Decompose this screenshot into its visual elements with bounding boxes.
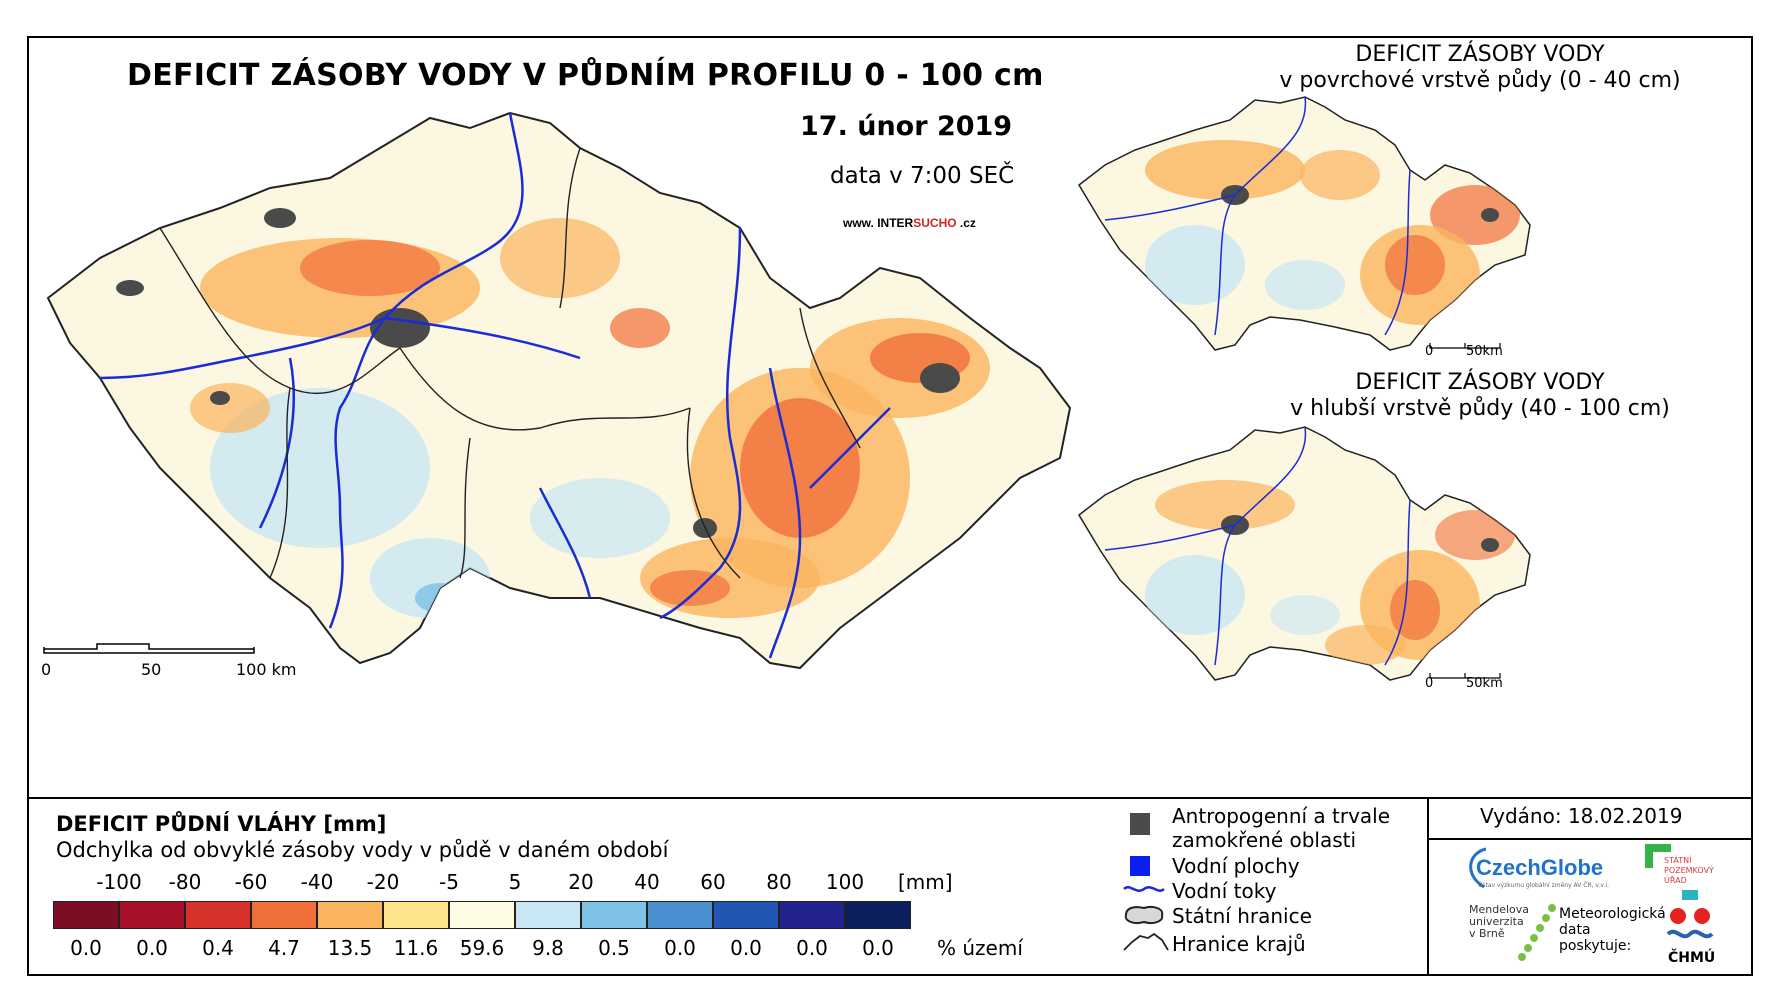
river-symbol — [1123, 886, 1165, 892]
legend-percentage: 0.0 — [730, 936, 762, 960]
map-frame — [27, 36, 1753, 976]
legend-color-swatch — [383, 901, 449, 929]
inset-top-title-1: DEFICIT ZÁSOBY VODY — [1355, 42, 1605, 67]
legend-break-label: -100 — [96, 870, 142, 894]
meteo-line-3: poskytuje: — [1559, 938, 1632, 954]
meteo-line-2: data — [1559, 922, 1591, 938]
credits-divider-vertical — [1427, 797, 1429, 976]
legend-percentage: 0.0 — [70, 936, 102, 960]
main-scalebar-100: 100 km — [236, 660, 297, 679]
main-scalebar-0: 0 — [41, 660, 52, 679]
website-label: www. INTERSUCHO .cz — [843, 216, 976, 230]
legend-color-swatch — [53, 901, 119, 929]
mendel-line-2: univerzita — [1469, 915, 1524, 928]
inset-bottom-title-2: v hlubší vrstvě půdy (40 - 100 cm) — [1290, 396, 1670, 421]
inset-bottom-map — [1078, 426, 1531, 681]
region-border-symbol — [1123, 932, 1169, 951]
legend-color-swatch — [713, 901, 779, 929]
legend-percentage: 59.6 — [459, 936, 505, 960]
main-title: DEFICIT ZÁSOBY VODY V PŮDNÍM PROFILU 0 -… — [127, 58, 1044, 93]
anthropogenic-label-1: Antropogenní a trvale — [1172, 804, 1391, 828]
spu-label: STÁTNÍ POZEMKOVÝ ÚŘAD — [1664, 856, 1714, 886]
inset-top-scalebar-0: 0 — [1425, 344, 1434, 359]
legend-color-swatch — [119, 901, 185, 929]
meteo-label: Meteorologická data poskytuje: — [1559, 906, 1666, 954]
main-time: data v 7:00 SEČ — [830, 163, 1015, 189]
legend-color-swatch — [845, 901, 911, 929]
anthropogenic-label-2: zamokřené oblasti — [1172, 828, 1357, 852]
legend-unit: [mm] — [898, 870, 953, 894]
czechglobe-swoosh-icon — [1469, 847, 1487, 889]
inset-bottom-scalebar-50: 50km — [1466, 676, 1503, 691]
inset-bottom-title-1: DEFICIT ZÁSOBY VODY — [1355, 370, 1605, 395]
legend-percentage: 0.5 — [598, 936, 630, 960]
legend-color-swatch — [647, 901, 713, 929]
legend-percentage: 0.0 — [862, 936, 894, 960]
main-scalebar-50: 50 — [141, 660, 162, 679]
legend-title: DEFICIT PŮDNÍ VLÁHY [mm] — [56, 812, 387, 836]
meteo-line-1: Meteorologická — [1559, 906, 1666, 922]
issued-date: Vydáno: 18.02.2019 — [1480, 804, 1683, 828]
legend-break-label: -80 — [168, 870, 202, 894]
legend-percentage: 0.0 — [796, 936, 828, 960]
spu-line-2: POZEMKOVÝ — [1664, 866, 1714, 875]
legend-color-swatch — [581, 901, 647, 929]
legend-color-swatch — [515, 901, 581, 929]
legend-subtitle: Odchylka od obvyklé zásoby vody v půdě v… — [56, 838, 669, 862]
legend-percentage: 0.4 — [202, 936, 234, 960]
legend-color-swatch — [251, 901, 317, 929]
inset-top-title-2: v povrchové vrstvě půdy (0 - 40 cm) — [1279, 68, 1681, 93]
legend-color-swatch — [317, 901, 383, 929]
legend-break-label: -40 — [300, 870, 334, 894]
spu-line-3: ÚŘAD — [1664, 876, 1687, 885]
legend-separator — [27, 797, 1753, 799]
credits-divider-horizontal — [1427, 838, 1753, 840]
czechglobe-logo: CzechGlobe — [1476, 855, 1604, 880]
legend-color-swatch — [185, 901, 251, 929]
czechglobe-subtitle: Ústav výzkumu globální změny AV ČR, v.v.… — [1478, 882, 1609, 889]
main-date: 17. únor 2019 — [800, 111, 1013, 142]
water-bodies-label: Vodní plochy — [1172, 854, 1300, 878]
mendel-line-3: v Brně — [1469, 927, 1505, 940]
anthropogenic-swatch — [1130, 813, 1150, 835]
state-border-label: Státní hranice — [1172, 904, 1312, 928]
legend-percentage: 13.5 — [327, 936, 373, 960]
legend-break-label: 5 — [508, 870, 522, 894]
legend-pct-unit: % území — [937, 936, 1023, 960]
inset-top-scalebar-50: 50km — [1466, 344, 1503, 359]
chmu-label: ČHMÚ — [1668, 950, 1716, 966]
main-map — [43, 111, 1072, 670]
inset-bottom-scalebar-0: 0 — [1425, 676, 1434, 691]
chmu-logo-icon — [1666, 890, 1714, 939]
legend-break-label: -60 — [234, 870, 268, 894]
legend-percentage: 9.8 — [532, 936, 564, 960]
legend-break-label: 60 — [700, 870, 726, 894]
state-border-symbol — [1124, 905, 1164, 925]
legend-break-label: 40 — [634, 870, 660, 894]
site-suffix: .cz — [956, 216, 976, 230]
legend-color-swatch — [779, 901, 845, 929]
legend-percentage: 0.0 — [664, 936, 696, 960]
site-highlight: SUCHO — [913, 216, 957, 230]
legend-percentage: 0.0 — [136, 936, 168, 960]
legend-break-label: 80 — [766, 870, 792, 894]
mendel-logo-icon — [1518, 904, 1556, 961]
legend-percentage: 4.7 — [268, 936, 300, 960]
water-body-swatch — [1130, 856, 1150, 876]
legend-break-label: -5 — [439, 870, 459, 894]
mendel-line-1: Mendelova — [1469, 903, 1530, 916]
legend-break-label: 20 — [568, 870, 594, 894]
legend-percentage: 11.6 — [393, 936, 439, 960]
spu-line-1: STÁTNÍ — [1664, 856, 1692, 865]
inset-top-map — [1078, 96, 1531, 351]
mendel-label: Mendelova univerzita v Brně — [1469, 904, 1529, 940]
legend-color-swatch — [449, 901, 515, 929]
region-border-label: Hranice krajů — [1172, 932, 1306, 956]
rivers-label: Vodní toky — [1172, 879, 1277, 903]
legend-break-label: 100 — [825, 870, 865, 894]
spu-logo-icon — [1645, 844, 1671, 868]
site-prefix: www. INTER — [843, 216, 914, 230]
legend-break-label: -20 — [366, 870, 400, 894]
